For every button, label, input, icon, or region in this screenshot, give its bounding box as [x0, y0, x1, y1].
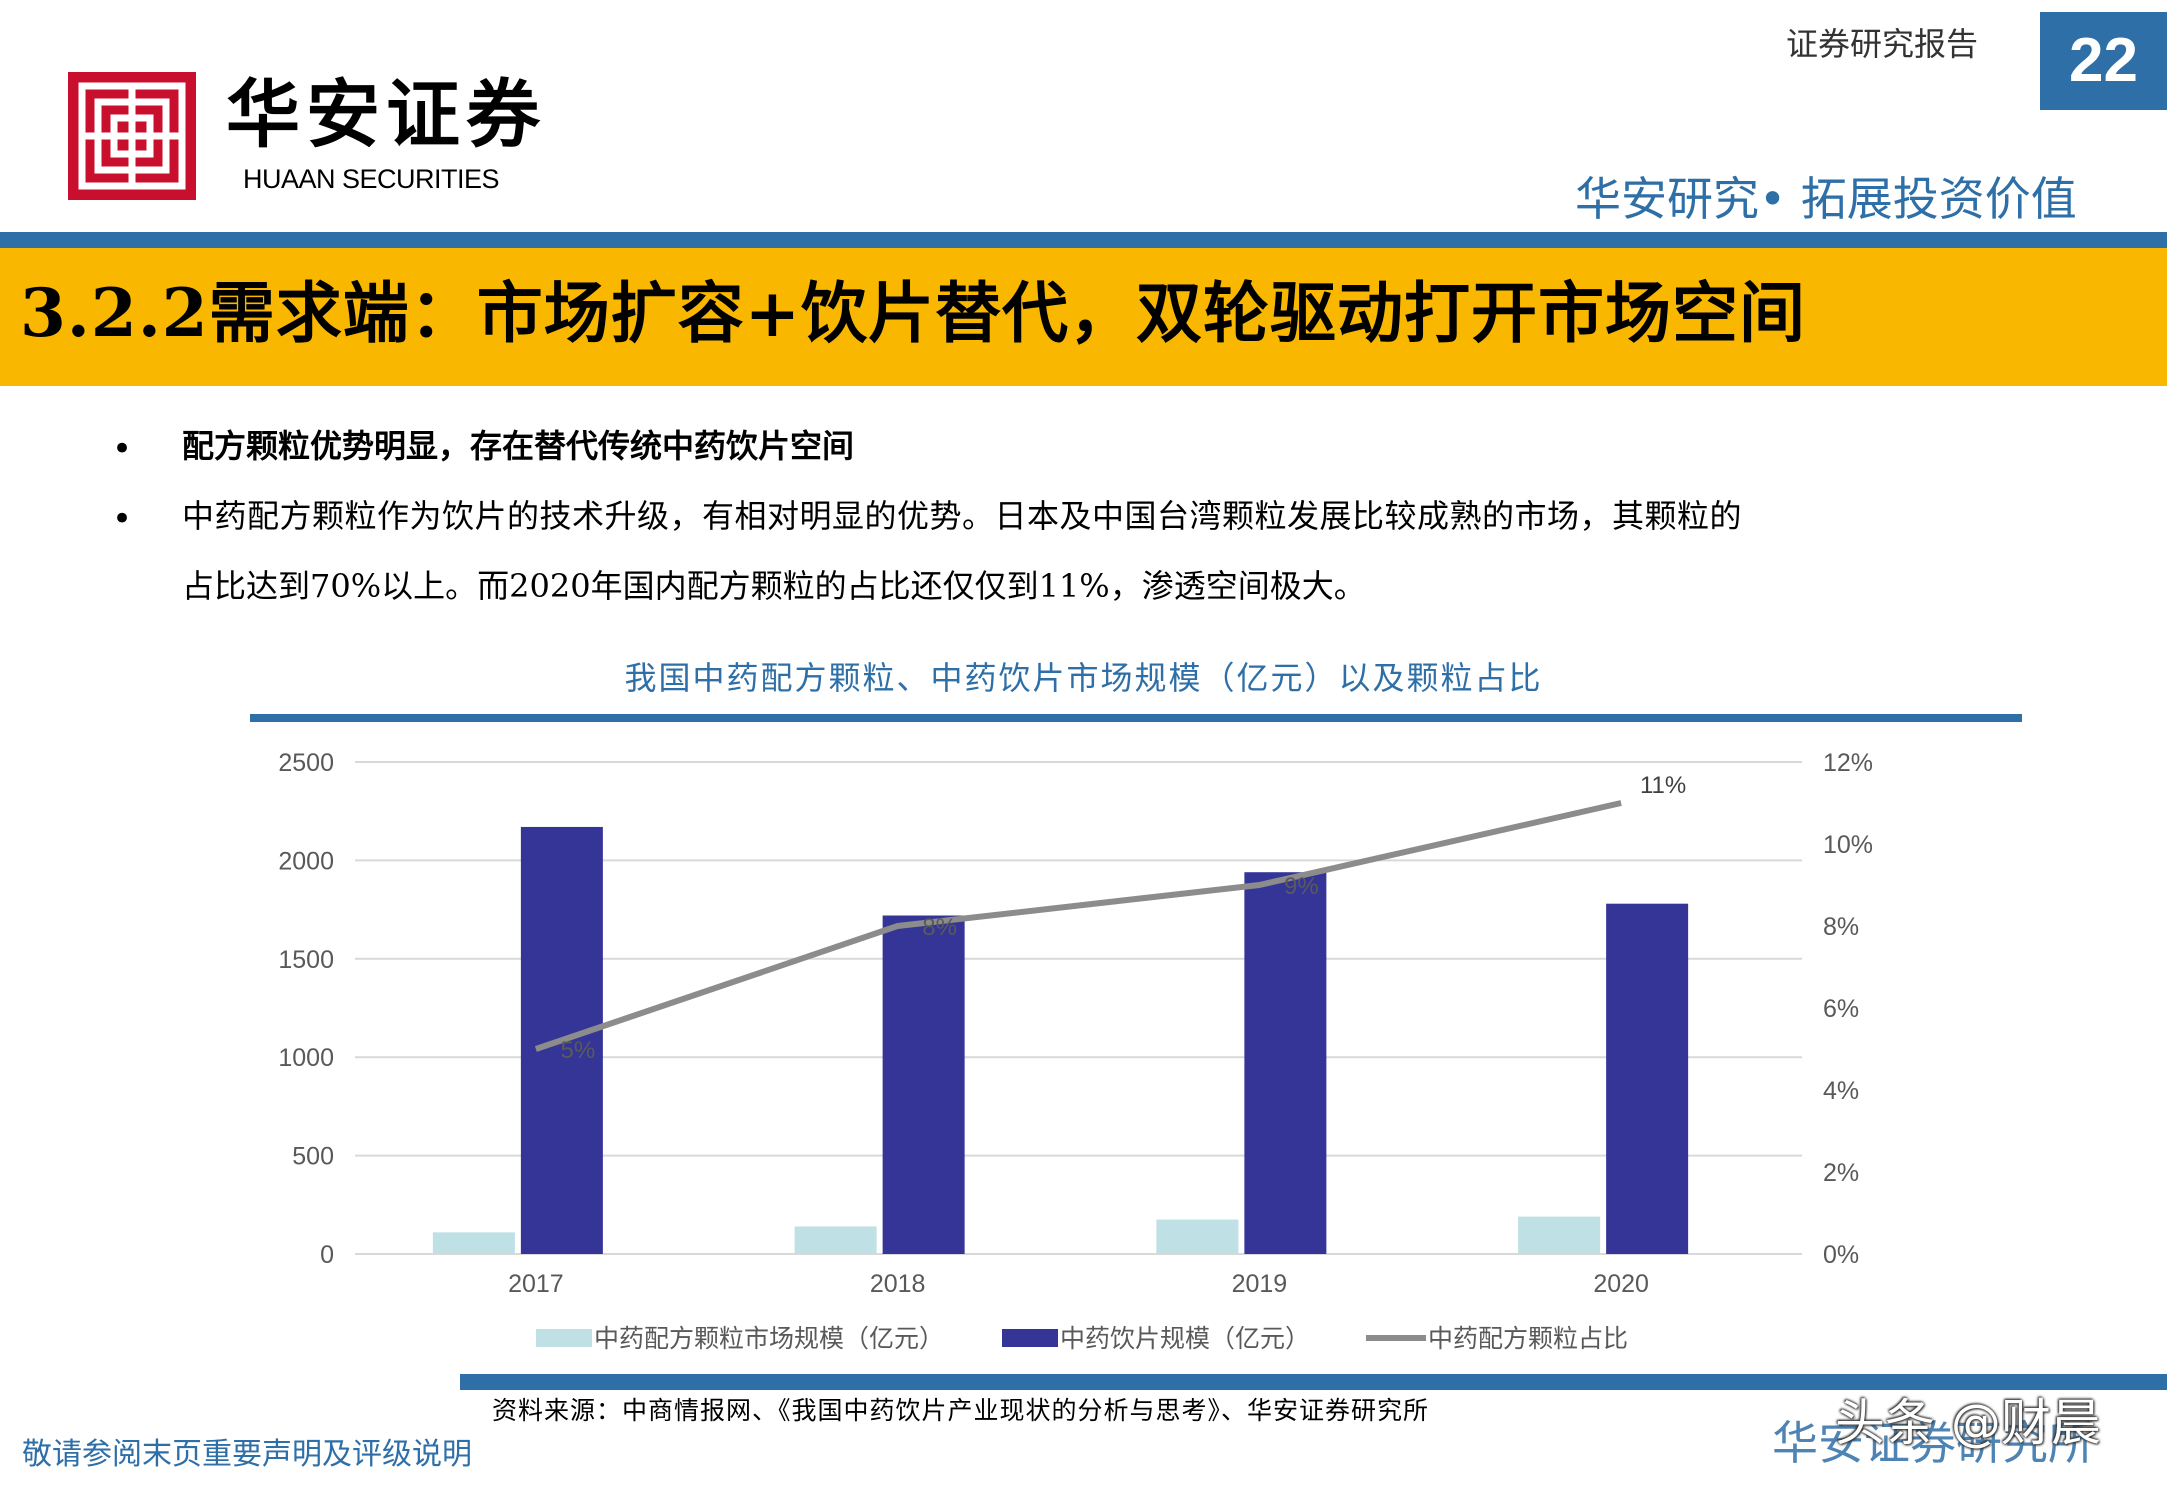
page-number: 22 [2040, 12, 2167, 110]
line-data-label: 9% [1284, 873, 1319, 900]
line-data-label: 11% [1640, 772, 1686, 799]
line-granule-share [534, 800, 1622, 1052]
bar-granule-market [432, 1232, 515, 1254]
bar-decoction-market [882, 915, 965, 1254]
y2-tick-label: 12% [1823, 749, 1873, 777]
tagline: 华安研究• 拓展投资价值 [1575, 172, 2077, 226]
legend-swatch [536, 1329, 592, 1347]
bullet-dot-icon: • [112, 429, 133, 469]
bar-decoction-market [1244, 872, 1327, 1254]
bar-granule-market [794, 1226, 877, 1254]
y-tick-label: 500 [292, 1143, 334, 1171]
logo-chinese: 华安证券 [226, 72, 546, 158]
watermark: 头条 @财晨 [1835, 1394, 2101, 1452]
bar-granule-market [1156, 1219, 1239, 1254]
chart-title: 我国中药配方颗粒、中药饮片市场规模（亿元）以及颗粒占比 [624, 659, 1543, 697]
footer-divider [460, 1374, 2167, 1390]
x-tick-label: 2018 [870, 1270, 926, 1298]
y2-tick-label: 0% [1823, 1241, 1859, 1269]
logo-seal-icon [68, 72, 196, 200]
x-tick-label: 2020 [1593, 1270, 1649, 1298]
slide-title: 3.2.2需求端：市场扩容+饮片替代，双轮驱动打开市场空间 [20, 274, 1807, 352]
title-banner [0, 248, 2167, 386]
logo-english: HUAAN SECURITIES [243, 164, 500, 194]
legend-label: 中药配方颗粒市场规模（亿元） [594, 1324, 944, 1353]
legend-label: 中药配方颗粒占比 [1428, 1324, 1628, 1353]
bar-granule-market [1518, 1216, 1601, 1254]
report-type-label: 证券研究报告 [1786, 25, 1979, 63]
x-tick-label: 2017 [508, 1270, 564, 1298]
y2-tick-label: 6% [1823, 995, 1859, 1023]
y2-tick-label: 4% [1823, 1077, 1859, 1105]
y-tick-label: 2000 [278, 847, 334, 875]
bullet-body-line1: 中药配方颗粒作为饮片的技术升级，有相对明显的优势。日本及中国台湾颗粒发展比较成熟… [182, 497, 1743, 535]
chart-bars [432, 826, 1689, 1254]
y-tick-label: 2500 [278, 749, 334, 777]
y-tick-label: 1000 [278, 1044, 334, 1072]
chart-title-rule [250, 714, 2022, 722]
y-tick-label: 0 [320, 1241, 334, 1269]
bullet-body-line2: 占比达到70%以上。而2020年国内配方颗粒的占比还仅仅到11%，渗透空间极大。 [182, 567, 1366, 605]
chart-line [534, 800, 1622, 1052]
bullet-heading: 配方颗粒优势明显，存在替代传统中药饮片空间 [182, 427, 855, 465]
bullet-dot-icon: • [112, 499, 133, 539]
line-data-label: 8% [922, 914, 957, 941]
chart-labels: 0 500 1000 1500 2000 2500 0% 2% 4% 6% 8% 10% 12% 2017… [278, 749, 1873, 1298]
source-note: 资料来源：中商情报网、《我国中药饮片产业现状的分析与思考》、华安证券研究所 [492, 1396, 1430, 1425]
x-tick-label: 2019 [1232, 1270, 1288, 1298]
y2-tick-label: 2% [1823, 1159, 1859, 1187]
y2-tick-label: 8% [1823, 913, 1859, 941]
disclaimer-link[interactable]: 敬请参阅末页重要声明及评级说明 [22, 1437, 472, 1472]
bar-decoction-market [1606, 903, 1689, 1254]
y2-tick-label: 10% [1823, 831, 1873, 859]
line-data-label: 5% [561, 1037, 596, 1064]
logo-mark [68, 72, 196, 200]
chart-legend: 中药配方颗粒市场规模（亿元） 中药饮片规模（亿元） 中药配方颗粒占比 [536, 1324, 1628, 1353]
header-divider [0, 232, 2167, 248]
legend-label: 中药饮片规模（亿元） [1060, 1324, 1310, 1353]
footer-brand: 华安证券研究所 [1772, 1416, 2094, 1470]
y-tick-label: 1500 [278, 946, 334, 974]
legend-swatch [1002, 1329, 1058, 1347]
